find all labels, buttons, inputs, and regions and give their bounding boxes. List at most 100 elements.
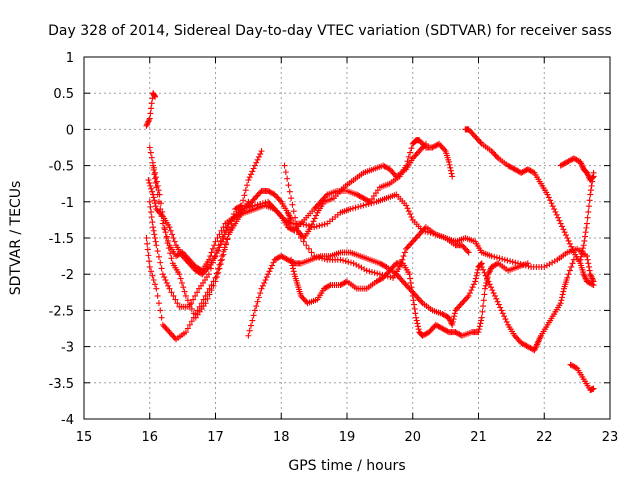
data-point (258, 285, 265, 292)
data-point (477, 139, 484, 146)
data-point (281, 162, 288, 169)
data-point (288, 195, 295, 202)
data-point (169, 332, 176, 339)
data-point (153, 285, 160, 292)
data-point (436, 324, 443, 331)
data-point (477, 320, 484, 327)
data-point (324, 283, 331, 290)
data-point (443, 313, 450, 320)
data-point (249, 168, 256, 175)
data-point (578, 250, 585, 257)
data-point (445, 158, 452, 165)
data-point (190, 296, 197, 303)
data-point (572, 156, 579, 163)
data-point (515, 168, 522, 175)
data-point (183, 253, 190, 260)
data-point (412, 310, 419, 317)
data-point (266, 200, 273, 207)
data-point (230, 211, 237, 218)
data-point (384, 164, 391, 171)
data-point (311, 206, 318, 213)
data-point (206, 285, 213, 292)
data-point (547, 197, 554, 204)
data-point (207, 253, 214, 260)
data-point (507, 164, 514, 171)
data-point (566, 157, 573, 164)
data-point (578, 160, 585, 167)
data-point (409, 288, 416, 295)
data-point (301, 297, 308, 304)
data-point (161, 323, 168, 330)
data-point (448, 170, 455, 177)
data-point (161, 224, 168, 231)
data-point (163, 279, 170, 286)
data-point (415, 232, 422, 239)
x-axis-label: GPS time / hours (288, 458, 405, 474)
data-point (411, 237, 418, 244)
data-point (275, 195, 282, 202)
data-point (552, 208, 559, 215)
data-point (149, 219, 156, 226)
data-point (495, 301, 502, 308)
data-point (220, 224, 227, 231)
data-point (271, 191, 278, 198)
x-tick-label: 17 (207, 430, 224, 445)
data-point (583, 169, 590, 176)
data-point (186, 256, 193, 263)
data-point (439, 311, 446, 318)
data-point (545, 194, 552, 201)
data-point (157, 259, 164, 266)
data-point (289, 262, 296, 269)
data-point (285, 219, 292, 226)
data-point (167, 330, 174, 337)
data-point (213, 248, 220, 255)
y-tick-label: 0.5 (53, 87, 74, 102)
data-point (559, 294, 566, 301)
data-point (589, 276, 596, 283)
data-point (322, 193, 329, 200)
data-point (181, 288, 188, 295)
data-point (282, 217, 289, 224)
data-point (172, 296, 179, 303)
data-point (557, 220, 564, 227)
data-point (347, 206, 354, 213)
data-point (208, 282, 215, 289)
data-point (368, 269, 375, 276)
data-point (399, 256, 406, 263)
data-point (176, 271, 183, 278)
series-arc-4 (150, 162, 597, 285)
data-point (158, 265, 165, 272)
data-point (407, 149, 414, 156)
data-point (532, 345, 539, 352)
data-point (461, 245, 468, 252)
data-point (399, 278, 406, 285)
data-point (482, 272, 489, 279)
data-point (386, 166, 393, 173)
data-point (246, 203, 253, 210)
data-point (162, 276, 169, 283)
data-point (536, 335, 543, 342)
data-point (263, 274, 270, 281)
data-point (310, 218, 317, 225)
y-tick-label: -2 (61, 268, 74, 283)
series-arc-6 (143, 198, 252, 343)
data-point (321, 221, 328, 228)
data-point (155, 300, 162, 307)
data-point (188, 259, 195, 266)
data-point (361, 195, 368, 202)
data-point (587, 272, 594, 279)
data-point (297, 230, 304, 237)
data-point (262, 199, 269, 206)
data-point (530, 169, 537, 176)
data-point (496, 255, 503, 262)
data-point (287, 225, 294, 232)
data-point (501, 256, 508, 263)
data-point (486, 268, 493, 275)
data-point (537, 334, 544, 341)
data-point (216, 231, 223, 238)
data-point (499, 310, 506, 317)
data-point (211, 253, 218, 260)
data-point (440, 311, 447, 318)
data-point (411, 153, 418, 160)
data-point (502, 316, 509, 323)
